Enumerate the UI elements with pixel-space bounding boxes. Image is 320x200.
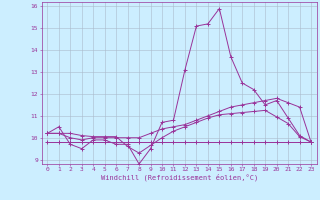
X-axis label: Windchill (Refroidissement éolien,°C): Windchill (Refroidissement éolien,°C) xyxy=(100,174,258,181)
